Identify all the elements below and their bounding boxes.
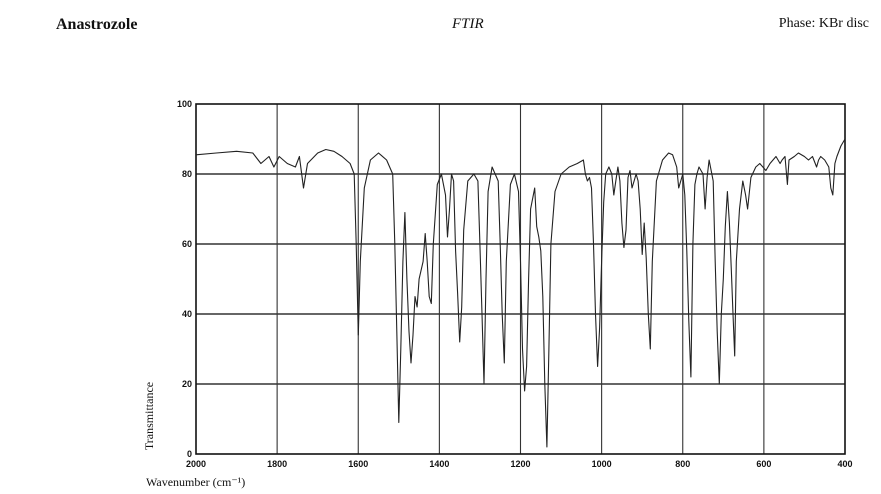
phase-label: Phase: KBr disc [778,16,869,31]
x-tick-label: 1800 [267,459,287,469]
y-tick-label: 80 [182,169,192,179]
x-tick-label: 2000 [186,459,206,469]
x-tick-label: 1200 [510,459,530,469]
compound-title: Anastrozole [56,16,138,33]
x-tick-label: 1400 [429,459,449,469]
x-tick-label: 800 [675,459,690,469]
spectrum-series [195,138,846,448]
x-tick-labels: 2000 1800 1600 1400 1200 1000 800 600 400 [186,459,853,469]
y-axis-label: Transmittance [142,382,156,450]
x-tick-label: 1000 [592,459,612,469]
x-tick-label: 600 [756,459,771,469]
y-tick-label: 0 [187,449,192,459]
y-tick-label: 40 [182,309,192,319]
y-tick-label: 20 [182,379,192,389]
y-tick-label: 100 [177,99,192,109]
technique-label: FTIR [452,16,484,32]
x-axis-label: Wavenumber (cm⁻¹) [146,475,245,489]
plot-frame [195,103,846,455]
x-tick-label: 400 [837,459,852,469]
y-tick-labels: 0 20 40 60 80 100 [177,99,192,459]
y-tick-label: 60 [182,239,192,249]
x-tick-label: 1600 [348,459,368,469]
spectrum-line [195,138,846,448]
